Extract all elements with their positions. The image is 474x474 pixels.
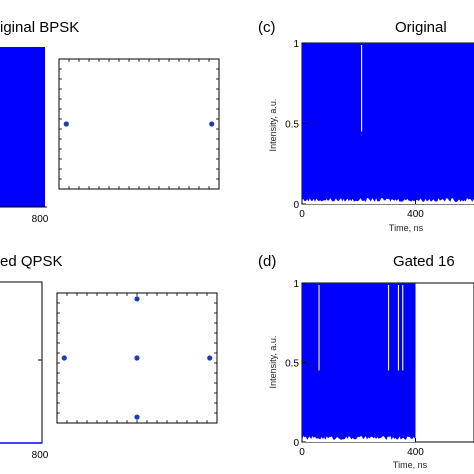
constellation-point [134, 355, 140, 361]
y-tick-label: 0.5 [285, 359, 299, 370]
title-original-bpsk: iginal BPSK [0, 19, 79, 36]
bpsk-constellation-points [63, 121, 215, 127]
panel-c-xlabel: Time, ns [389, 223, 424, 233]
panel-bottom-middle [56, 292, 218, 424]
panel-d-xlabel: Time, ns [393, 460, 428, 470]
y-tick-label: 0 [293, 438, 299, 449]
x-tick-label: 400 [407, 447, 424, 458]
constellation-point [209, 121, 215, 127]
panel-bottom-left: ed QPSK 800 [0, 253, 63, 461]
constellation-point [134, 414, 140, 420]
panel-d-ylabel: Intensity, a.u. [268, 336, 278, 389]
bpsk-constellation-frame [58, 58, 220, 190]
qpsk-plot-frame [0, 281, 43, 444]
panel-c-title: Original [395, 19, 447, 36]
panel-top-middle [58, 58, 220, 190]
qpsk-x-tick-800: 800 [32, 450, 49, 461]
noise-floor [302, 198, 474, 204]
signal-fill [302, 283, 416, 442]
panel-d-label: (d) [258, 253, 276, 270]
bpsk-x-tick-800: 800 [32, 214, 49, 225]
panel-c: (c) Original 0 0.5 1 0 400 Intensity, a.u. T… [258, 19, 474, 233]
y-tick-label: 0.5 [285, 120, 299, 131]
y-tick-label: 1 [293, 39, 299, 50]
qpsk-constellation-points [61, 296, 213, 420]
noise-floor [302, 436, 416, 442]
panel-d-title: Gated 16 [393, 253, 455, 270]
x-tick-label: 400 [407, 209, 424, 220]
constellation-point [207, 355, 213, 361]
panel-d: (d) Gated 16 0 0.5 1 0 400 Intensity, a.u. T… [258, 253, 474, 470]
constellation-point [61, 355, 67, 361]
constellation-point [134, 296, 140, 302]
panel-top-left: iginal BPSK 800 [0, 19, 79, 225]
x-tick-label: 0 [299, 447, 305, 458]
panel-c-ylabel: Intensity, a.u. [268, 99, 278, 152]
y-tick-label: 0 [293, 200, 299, 211]
constellation-point [63, 121, 69, 127]
x-tick-label: 0 [299, 209, 305, 220]
y-tick-label: 1 [293, 279, 299, 290]
bpsk-signal-fill [0, 47, 45, 207]
signal-fill [302, 43, 474, 204]
panel-c-label: (c) [258, 19, 276, 36]
title-gated-qpsk: ed QPSK [0, 253, 63, 270]
